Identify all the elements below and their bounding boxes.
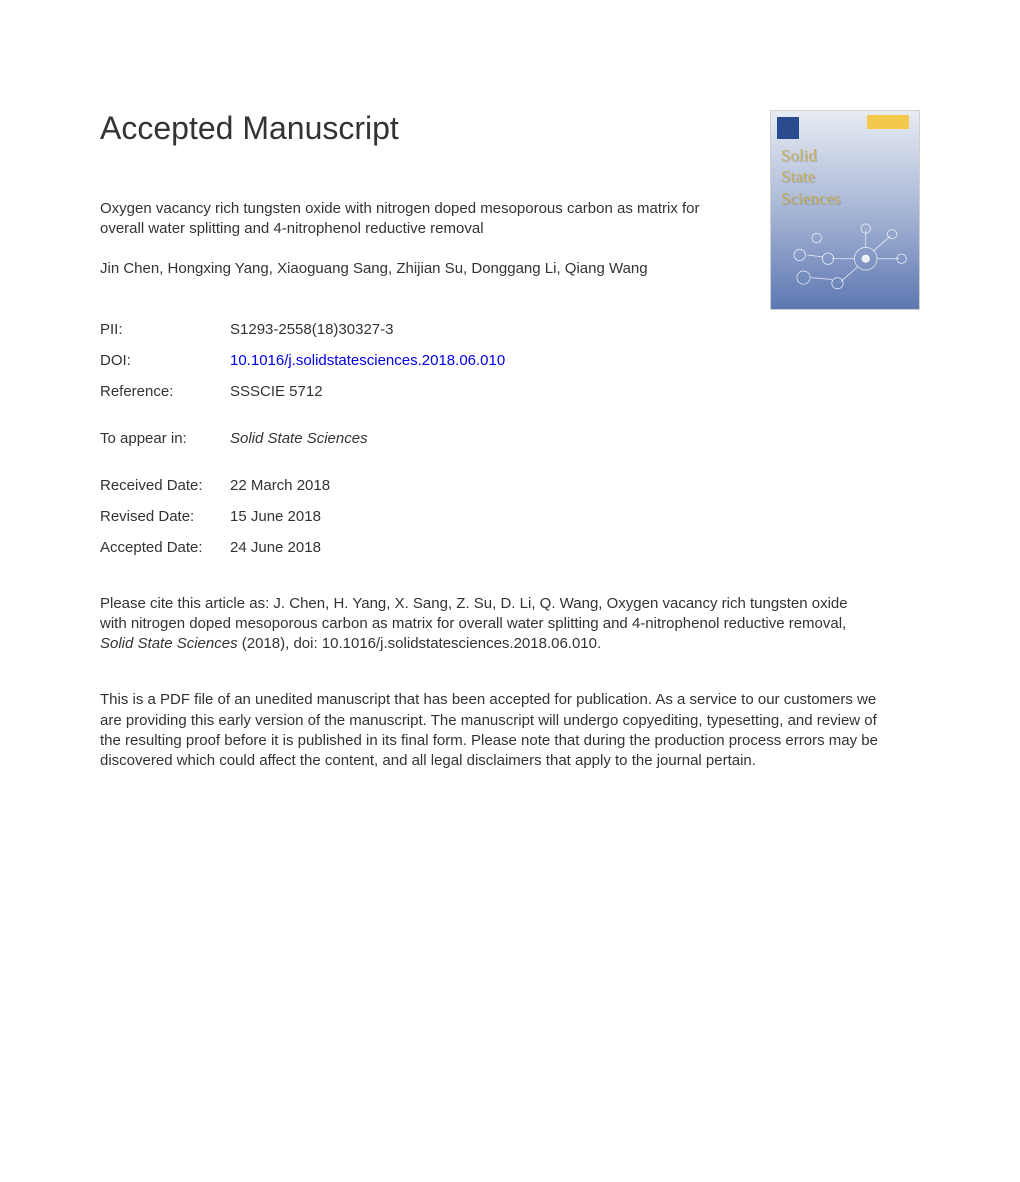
journal-cover-thumbnail: Solid State Sciences	[770, 110, 920, 310]
meta-label-reference: Reference:	[100, 383, 230, 400]
cover-title-line2: State	[781, 166, 840, 187]
citation-suffix: (2018), doi: 10.1016/j.solidstatescience…	[238, 635, 602, 652]
citation-prefix: Please cite this article as: J. Chen, H.…	[100, 595, 848, 632]
cover-title-line1: Solid	[781, 145, 840, 166]
page-root: Solid State Sciences	[0, 0, 1020, 1182]
meta-value-accepted: 24 June 2018	[230, 539, 321, 556]
meta-row-doi: DOI: 10.1016/j.solidstatesciences.2018.0…	[100, 352, 920, 369]
meta-label-appear: To appear in:	[100, 430, 230, 447]
publisher-logo-icon	[777, 117, 799, 139]
meta-row-accepted: Accepted Date: 24 June 2018	[100, 539, 920, 556]
meta-label-received: Received Date:	[100, 477, 230, 494]
meta-row-appear: To appear in: Solid State Sciences	[100, 430, 920, 447]
meta-value-received: 22 March 2018	[230, 477, 330, 494]
meta-label-accepted: Accepted Date:	[100, 539, 230, 556]
disclaimer-text: This is a PDF file of an unedited manusc…	[100, 690, 900, 771]
cover-title-line3: Sciences	[781, 188, 840, 209]
meta-value-reference: SSSCIE 5712	[230, 383, 323, 400]
meta-label-revised: Revised Date:	[100, 508, 230, 525]
citation-journal: Solid State Sciences	[100, 635, 238, 652]
cover-accent-bar	[867, 115, 909, 129]
metadata-table: PII: S1293-2558(18)30327-3 DOI: 10.1016/…	[100, 321, 920, 556]
meta-label-doi: DOI:	[100, 352, 230, 369]
meta-row-reference: Reference: SSSCIE 5712	[100, 383, 920, 400]
meta-row-received: Received Date: 22 March 2018	[100, 477, 920, 494]
meta-row-pii: PII: S1293-2558(18)30327-3	[100, 321, 920, 338]
meta-label-pii: PII:	[100, 321, 230, 338]
meta-value-doi[interactable]: 10.1016/j.solidstatesciences.2018.06.010	[230, 352, 505, 369]
citation-text: Please cite this article as: J. Chen, H.…	[100, 594, 860, 655]
cover-journal-title: Solid State Sciences	[781, 145, 840, 209]
meta-value-pii: S1293-2558(18)30327-3	[230, 321, 393, 338]
meta-value-appear: Solid State Sciences	[230, 430, 368, 447]
article-title: Oxygen vacancy rich tungsten oxide with …	[100, 199, 720, 240]
meta-row-revised: Revised Date: 15 June 2018	[100, 508, 920, 525]
cover-artwork	[779, 209, 911, 299]
meta-value-revised: 15 June 2018	[230, 508, 321, 525]
